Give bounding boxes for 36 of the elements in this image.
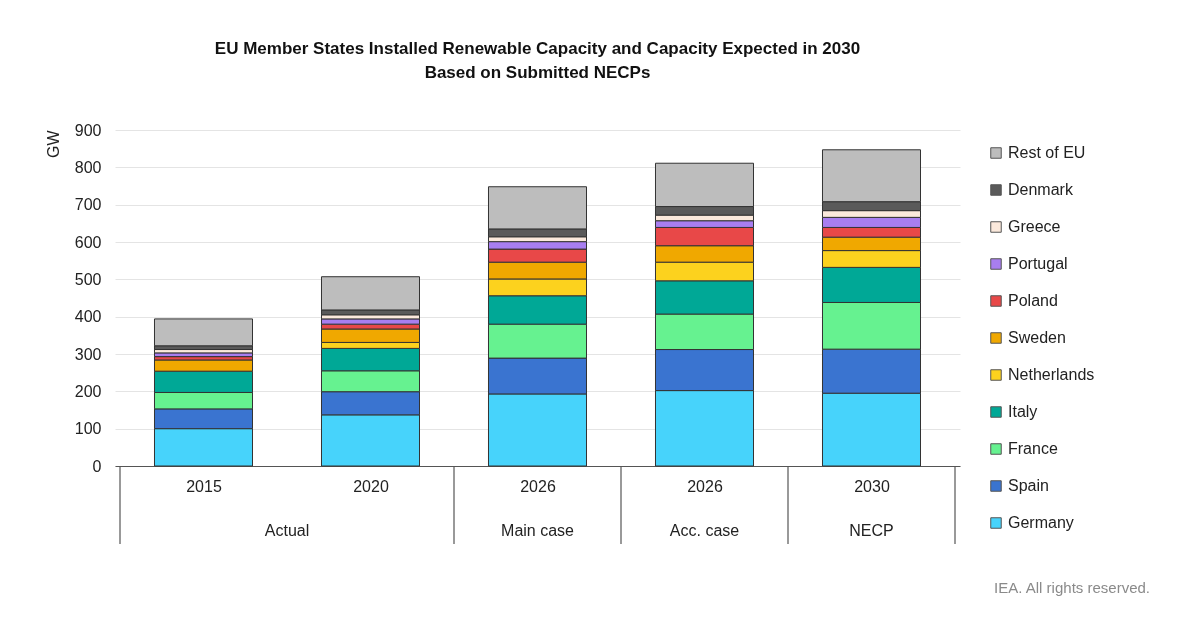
- text: IEA. All rights reserved.: [994, 579, 1150, 596]
- legend-label: Sweden: [1008, 329, 1066, 346]
- y-tick-label: 700: [74, 196, 102, 214]
- legend-label: Portugal: [1008, 255, 1068, 272]
- x-tick-label: 2026: [520, 477, 556, 495]
- legend-label: Greece: [1008, 218, 1061, 235]
- y-axis-title: GW: [44, 129, 62, 159]
- x-tick-label: 2026: [687, 477, 723, 495]
- bar: [153, 318, 254, 347]
- x-tick-label: 2020: [353, 477, 389, 495]
- text: Acc. case: [669, 522, 740, 539]
- y-tick-label: 300: [74, 345, 102, 363]
- legend-label: Netherlands: [1008, 366, 1095, 383]
- legend-label: Spain: [1008, 477, 1049, 494]
- y-tick-label: 100: [74, 420, 102, 438]
- legend-label: Poland: [1008, 292, 1058, 309]
- legend-label: Italy: [1008, 403, 1038, 420]
- legend-label: France: [1008, 440, 1058, 457]
- legend-label: Germany: [1008, 514, 1074, 531]
- x-tick-label: 2015: [186, 477, 222, 495]
- y-tick-label: 600: [74, 233, 102, 251]
- y-tick-label: 0: [92, 457, 102, 475]
- text: NECP: [849, 522, 894, 539]
- legend-label: Denmark: [1008, 181, 1074, 198]
- y-tick-label: 200: [74, 382, 102, 400]
- x-tick-label: 2030: [854, 477, 890, 495]
- y-tick-label: 900: [74, 121, 102, 139]
- y-tick-label: 800: [74, 158, 102, 176]
- text: Main case: [501, 522, 575, 539]
- y-tick-label: 400: [74, 308, 102, 326]
- bar: [153, 349, 254, 354]
- bar: [320, 276, 421, 311]
- y-tick-label: 500: [74, 270, 102, 288]
- text: Actual: [264, 522, 310, 539]
- chart-title: EU Member States Installed Renewable Capacity and Capacity Expected in 2030 Based on Submitted NECPs: [214, 39, 861, 82]
- legend-label: Rest of EU: [1008, 144, 1086, 161]
